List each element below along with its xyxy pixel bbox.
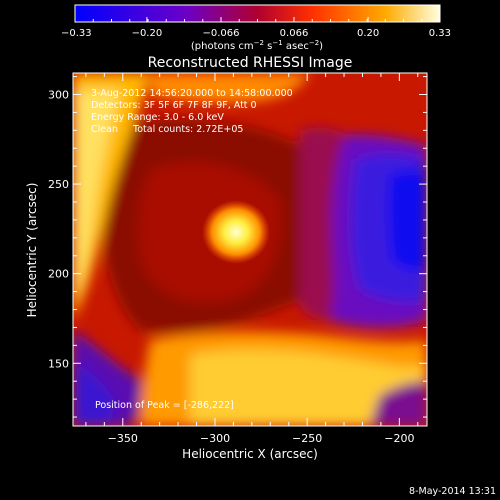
- x-tick-label: −350: [108, 432, 138, 445]
- colorbar-tick-label: −0.20: [132, 28, 163, 39]
- colorbar-tick-label: −0.066: [202, 28, 239, 39]
- footer-date: 8-May-2014 13:31: [409, 486, 496, 497]
- colorbar-tick-label: 0.33: [429, 28, 451, 39]
- x-axis-tick-labels: −350 −300 −250 −200: [108, 432, 415, 445]
- y-tick-label: 150: [48, 357, 69, 370]
- y-tick-label: 300: [48, 89, 69, 102]
- annotation-time-range: 3-Aug-2012 14:56:20.000 to 14:58:00.000: [91, 88, 293, 99]
- annotation-energy: Energy Range: 3.0 - 6.0 keV: [91, 112, 224, 123]
- colorbar-tick-label: 0.20: [357, 28, 379, 39]
- annotation-clean: Clean Total counts: 2.72E+05: [91, 124, 243, 135]
- y-tick-label: 250: [48, 178, 69, 191]
- y-axis-label: Heliocentric Y (arcsec): [25, 183, 39, 318]
- plot-frame: [72, 72, 428, 427]
- chart-title: Reconstructed RHESSI Image: [148, 55, 353, 71]
- y-axis-tick-labels: 150 200 250 300: [48, 89, 69, 371]
- colorbar-tick-label: 0.066: [280, 28, 309, 39]
- x-tick-label: −250: [292, 432, 322, 445]
- y-axis-ticks: [73, 76, 427, 418]
- annotation-detectors: Detectors: 3F 5F 6F 7F 8F 9F, Att 0: [91, 100, 257, 111]
- colorbar-unit-label: (photons cm−2 s−1 asec−2): [191, 39, 323, 52]
- x-tick-label: −200: [384, 432, 414, 445]
- x-axis-label: Heliocentric X (arcsec): [182, 447, 318, 461]
- heatmap-image: [73, 73, 427, 426]
- annotation-peak-position: Position of Peak = [-286,222]: [95, 400, 234, 411]
- colorbar-tick-labels: −0.33 −0.20 −0.066 0.066 0.20 0.33: [61, 28, 451, 39]
- x-tick-label: −300: [200, 432, 230, 445]
- y-tick-label: 200: [48, 268, 69, 281]
- colorbar-ticks: [74, 17, 441, 22]
- x-axis-ticks: [85, 73, 419, 426]
- flare-source: [202, 200, 270, 264]
- colorbar-tick-label: −0.33: [61, 28, 92, 39]
